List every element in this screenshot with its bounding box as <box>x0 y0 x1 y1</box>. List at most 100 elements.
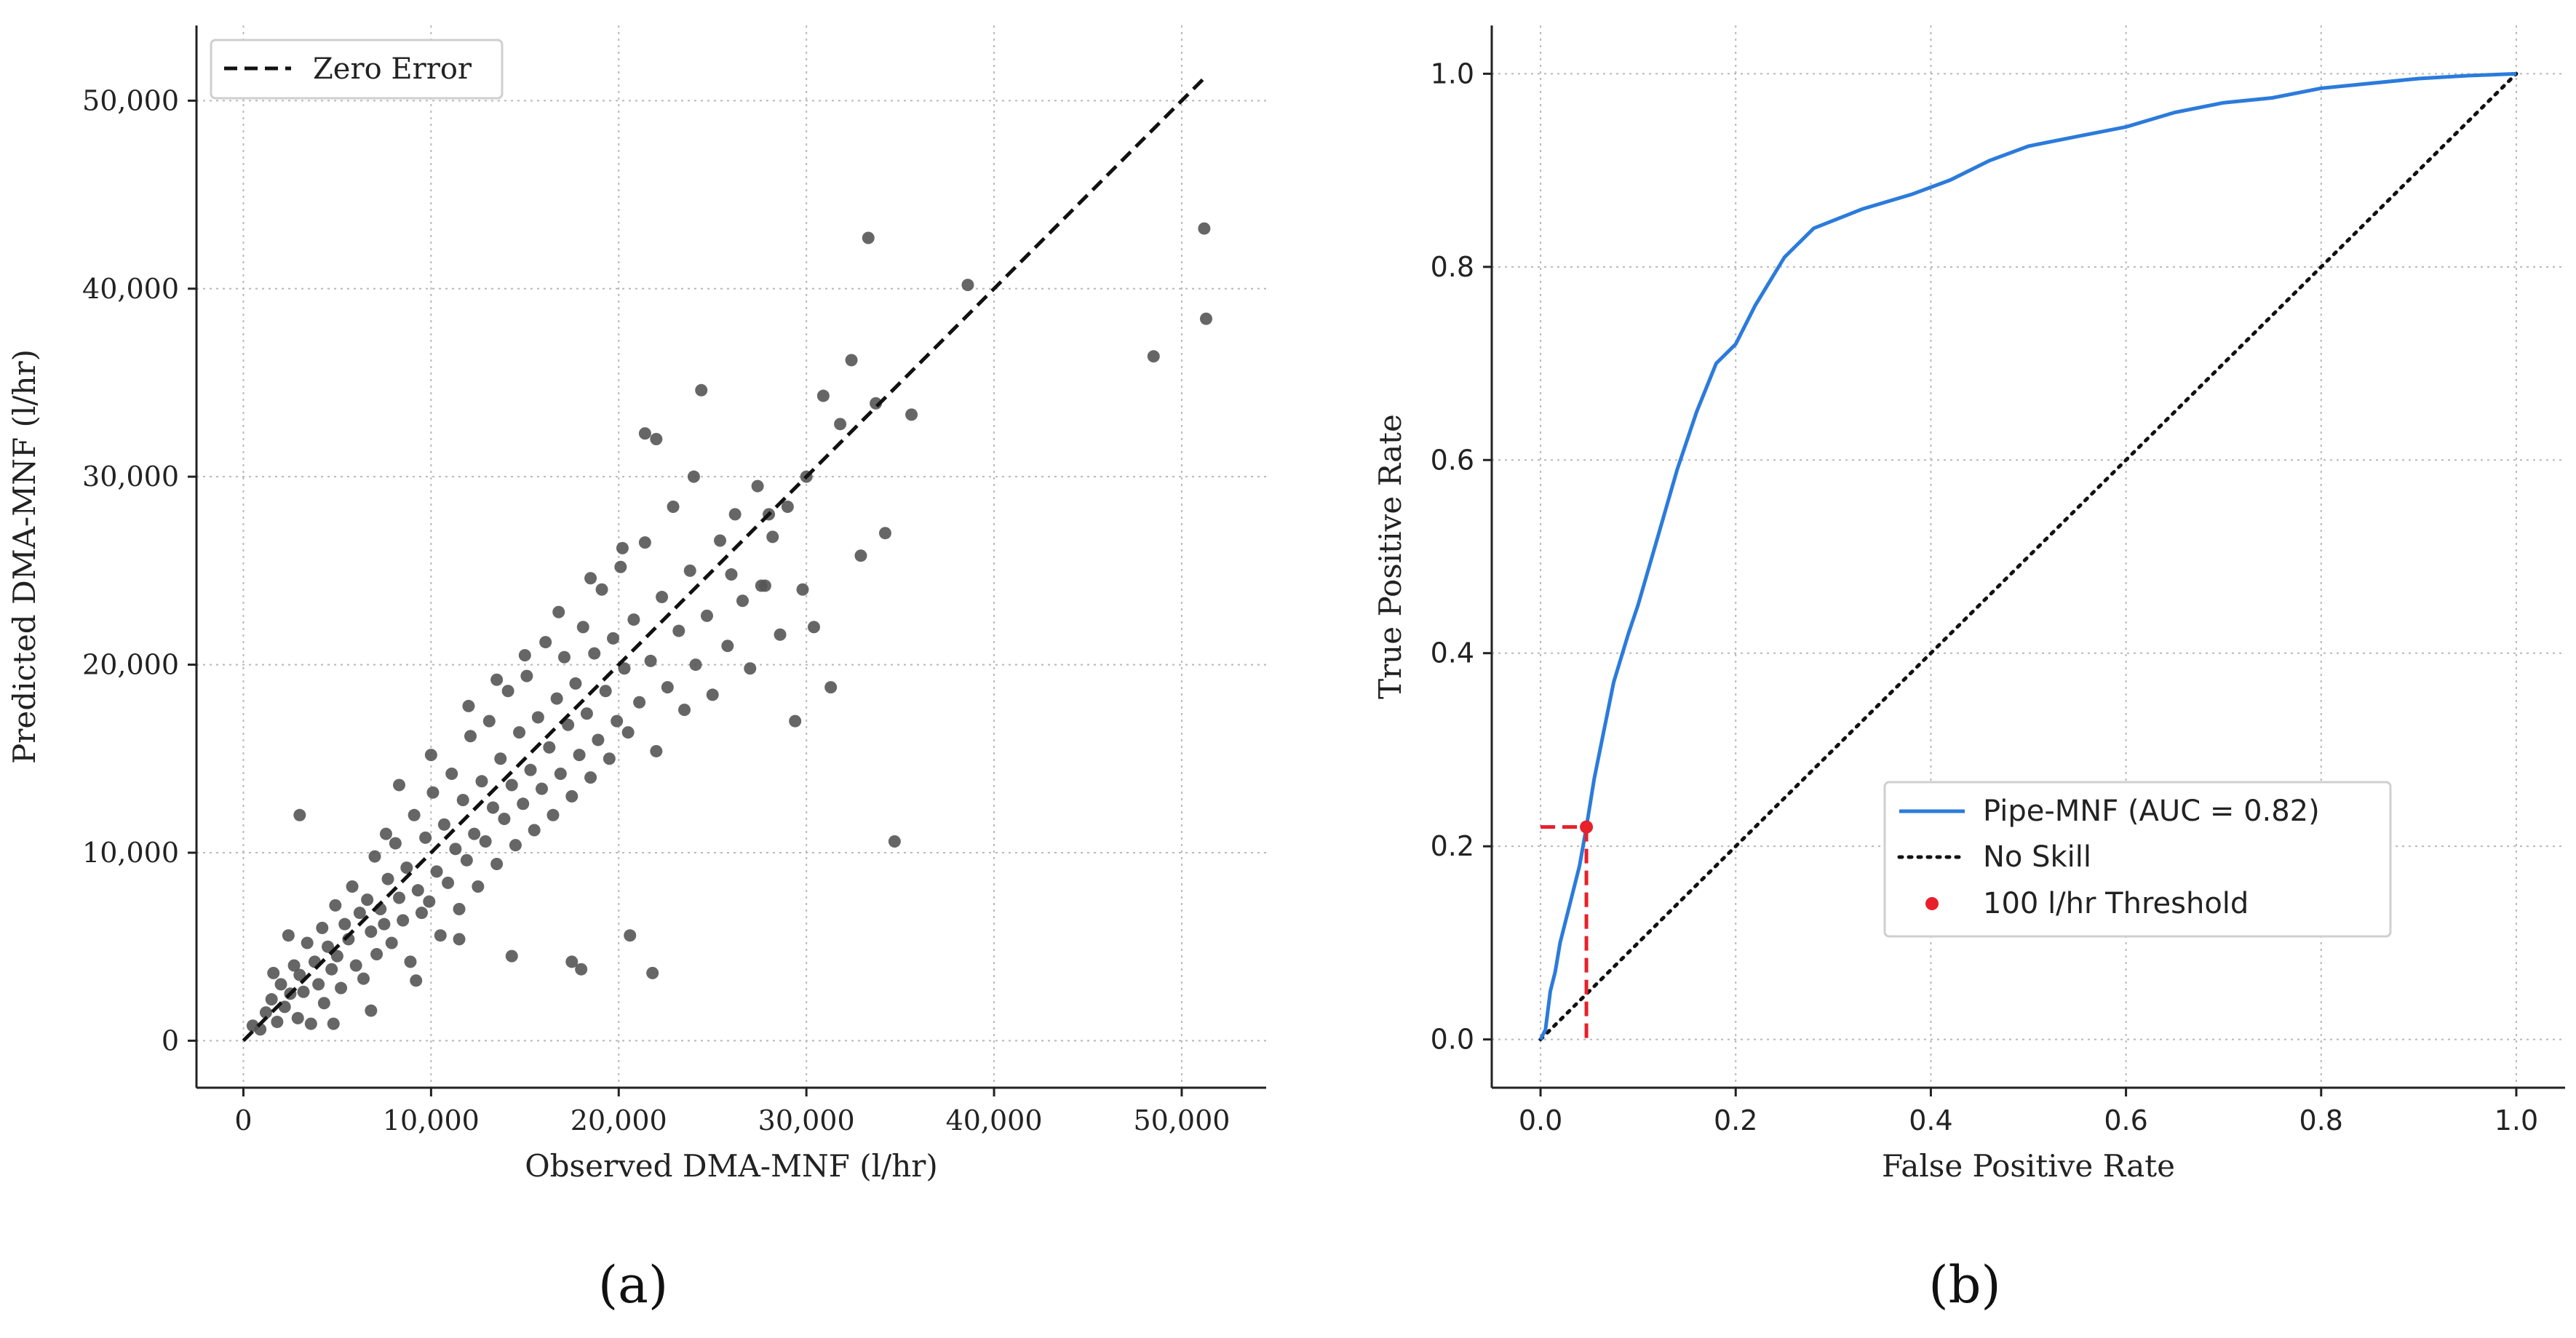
a-point-110 <box>683 564 696 577</box>
a-point-99 <box>621 726 635 739</box>
b-threshold-point <box>1580 820 1594 834</box>
a-point-101 <box>633 696 646 709</box>
a-point-140 <box>1198 222 1211 235</box>
a-point-78 <box>543 741 556 754</box>
b-ytick-label-1: 0.2 <box>1431 830 1474 862</box>
a-point-37 <box>389 837 402 850</box>
a-point-165 <box>687 470 700 483</box>
a-point-80 <box>550 692 563 705</box>
b-ytick-label-0: 0.0 <box>1431 1024 1474 1056</box>
b-xtick-label-4: 0.8 <box>2299 1104 2343 1136</box>
a-point-5 <box>274 978 287 991</box>
a-point-30 <box>365 925 378 939</box>
a-point-48 <box>430 865 443 878</box>
a-point-128 <box>816 389 830 402</box>
panel-a-label: (a) <box>598 1255 668 1315</box>
a-point-145 <box>575 963 588 976</box>
a-point-151 <box>410 974 423 987</box>
a-point-112 <box>695 383 708 397</box>
a-point-28 <box>357 972 370 985</box>
a-point-113 <box>700 609 713 622</box>
a-point-147 <box>624 929 637 942</box>
a-point-88 <box>580 707 593 720</box>
b-y-axis-label: True Positive Rate <box>1372 414 1408 699</box>
a-point-11 <box>297 985 310 998</box>
a-point-62 <box>482 714 496 728</box>
a-point-73 <box>524 763 537 776</box>
a-point-12 <box>301 936 314 949</box>
a-point-55 <box>456 794 469 807</box>
roc-chart-panel-b: 0.0 0.2 0.4 0.6 0.8 1.0 0.0 0.2 0.4 0.6 0.8 1.0 Fal… <box>1372 25 2565 1315</box>
panel-b-label: (b) <box>1928 1255 2000 1315</box>
a-point-119 <box>744 662 757 675</box>
a-point-86 <box>573 749 586 762</box>
a-point-108 <box>672 624 685 637</box>
a-point-107 <box>667 501 680 514</box>
a-point-2 <box>259 1006 272 1019</box>
a-point-105 <box>656 591 669 604</box>
a-point-84 <box>565 789 579 803</box>
a-point-103 <box>644 654 657 667</box>
a-point-160 <box>490 673 504 686</box>
a-point-71 <box>517 797 530 811</box>
a-zero-error-line <box>242 76 1206 1043</box>
a-gridlines <box>196 25 1266 1088</box>
a-point-1 <box>254 1023 267 1036</box>
a-xtick-label-2: 20,000 <box>571 1104 667 1136</box>
a-point-133 <box>862 231 875 244</box>
b-xtick-label-1: 0.2 <box>1714 1104 1757 1136</box>
scatter-chart-panel-a: 0 10,000 20,000 30,000 40,000 50,000 0 10,000 20… <box>7 25 1266 1315</box>
a-point-36 <box>385 936 398 949</box>
a-point-94 <box>603 752 616 765</box>
a-point-21 <box>330 949 343 963</box>
a-point-120 <box>751 479 764 493</box>
a-point-43 <box>411 884 424 897</box>
a-point-136 <box>888 835 901 848</box>
a-point-129 <box>824 681 838 694</box>
a-xtick-label-5: 50,000 <box>1133 1104 1230 1136</box>
a-point-164 <box>616 541 629 554</box>
a-point-67 <box>501 685 514 698</box>
a-point-47 <box>426 786 440 799</box>
a-xtick-label-0: 0 <box>234 1104 252 1136</box>
a-point-13 <box>304 1017 317 1030</box>
a-ytick-label-2: 20,000 <box>82 649 179 681</box>
a-point-102 <box>638 536 651 549</box>
a-point-40 <box>400 861 413 875</box>
a-point-131 <box>845 354 858 367</box>
a-point-111 <box>689 658 702 672</box>
a-point-46 <box>423 895 436 908</box>
a-point-42 <box>408 808 421 821</box>
a-point-127 <box>807 621 820 634</box>
a-point-68 <box>505 778 518 792</box>
a-point-116 <box>721 640 734 653</box>
b-ytick-label-2: 0.4 <box>1431 637 1474 669</box>
a-point-25 <box>346 880 359 893</box>
b-legend-threshold-label: 100 l/hr Threshold <box>1983 887 2249 920</box>
a-point-118 <box>736 594 749 608</box>
a-point-15 <box>312 978 325 991</box>
b-pipe-mnf-roc-curve <box>1538 71 2517 1040</box>
a-point-50 <box>437 818 450 831</box>
a-point-54 <box>453 903 466 916</box>
a-ytick-label-3: 30,000 <box>82 461 179 493</box>
a-tick-labels: 0 10,000 20,000 30,000 40,000 50,000 0 10,000 20… <box>82 84 1230 1136</box>
a-point-148 <box>293 808 306 821</box>
a-point-135 <box>878 527 891 540</box>
a-point-72 <box>520 669 533 682</box>
a-point-77 <box>539 636 552 649</box>
a-point-31 <box>368 850 381 863</box>
a-xtick-label-1: 10,000 <box>383 1104 480 1136</box>
a-point-156 <box>379 827 392 840</box>
a-point-32 <box>370 948 383 961</box>
b-legend: Pipe-MNF (AUC = 0.82) No Skill 100 l/hr … <box>1883 781 2392 938</box>
a-point-22 <box>335 981 348 995</box>
b-x-axis-label: False Positive Rate <box>1882 1148 2175 1184</box>
a-point-49 <box>434 929 447 942</box>
b-legend-box <box>1883 781 2392 938</box>
a-point-41 <box>404 955 417 968</box>
a-point-44 <box>415 907 428 920</box>
a-point-97 <box>614 560 627 573</box>
a-point-70 <box>513 726 526 739</box>
a-point-124 <box>781 501 794 514</box>
